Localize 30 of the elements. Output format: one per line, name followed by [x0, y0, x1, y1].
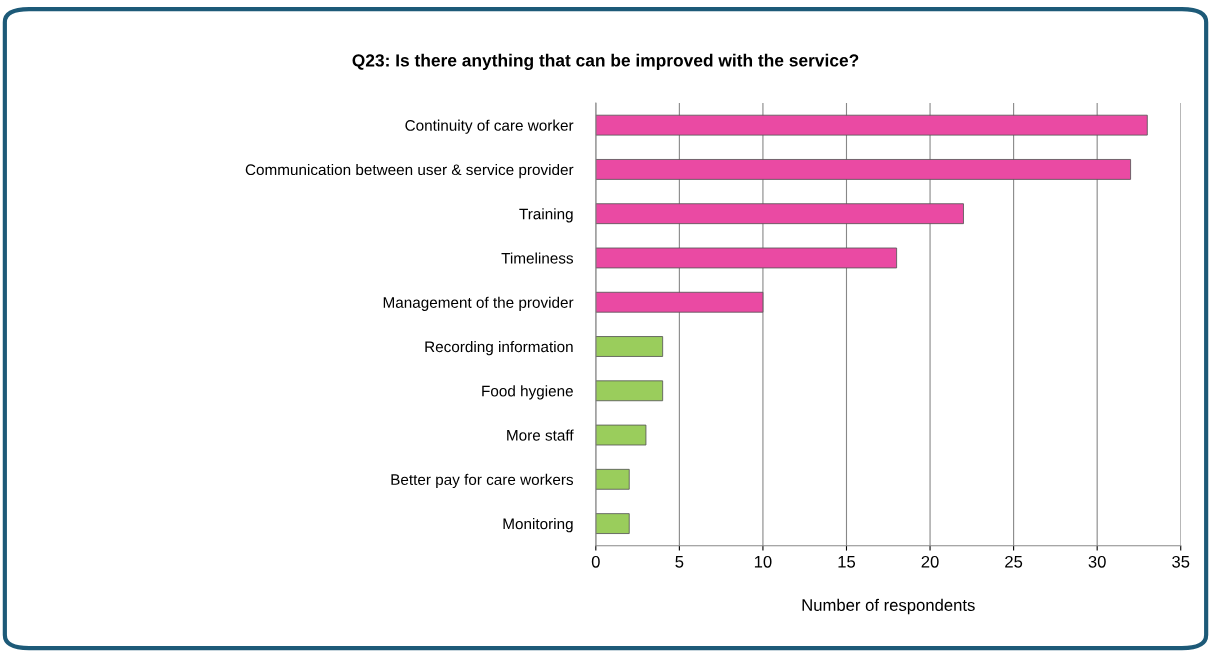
y-tick-label: Timeliness	[501, 252, 574, 264]
bar	[595, 380, 664, 402]
x-tick-label: 25	[1005, 555, 1023, 568]
y-tick-label: Communication between user & service provider	[245, 163, 574, 179]
y-tick-label: Training	[519, 208, 573, 223]
y-tick-label: Monitoring	[503, 518, 573, 533]
bar	[595, 468, 630, 490]
bar	[595, 114, 1148, 136]
bar	[595, 247, 898, 269]
y-tick-label: Better pay for care workers	[391, 473, 574, 489]
bar	[595, 159, 1132, 180]
y-tick-label: Food hygiene	[482, 385, 573, 400]
bar	[595, 336, 664, 357]
x-axis-title: Number of respondents	[802, 598, 975, 615]
bar	[595, 291, 764, 313]
chart-title: Q23: Is there anything that can be improved with the service?	[352, 53, 859, 71]
y-tick-label: Continuity of care worker	[405, 119, 574, 134]
x-tick-label: 35	[1172, 555, 1190, 568]
y-tick-label: Management of the provider	[383, 296, 574, 311]
x-tick-label: 0	[591, 555, 600, 568]
x-tick-label: 20	[921, 555, 939, 568]
y-tick-label: More staff	[507, 429, 574, 441]
x-tick-label: 30	[1088, 555, 1106, 568]
bar	[595, 513, 630, 534]
bar	[595, 203, 964, 225]
x-tick-label: 15	[838, 556, 856, 568]
x-tick-label: 5	[675, 556, 684, 568]
x-tick-label: 10	[754, 555, 772, 568]
bar	[595, 424, 647, 446]
y-tick-label: Recording information	[425, 340, 573, 356]
